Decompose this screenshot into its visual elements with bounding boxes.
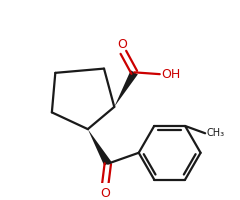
Text: O: O [118,38,127,51]
Text: OH: OH [162,68,181,81]
Polygon shape [114,70,138,107]
Text: CH₃: CH₃ [207,128,225,138]
Text: O: O [100,187,110,200]
Polygon shape [88,129,111,166]
